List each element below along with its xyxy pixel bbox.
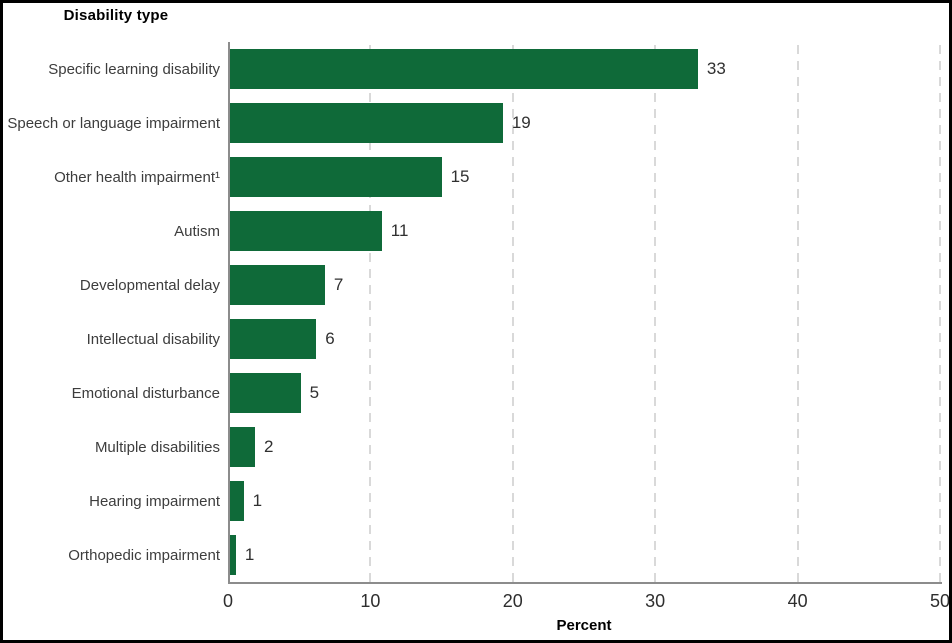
bar-row: 1 [228,528,940,582]
plot-area: 33 19 15 11 7 6 5 2 1 1 [228,42,941,582]
gridline-30 [654,42,657,582]
bar-value-label: 11 [390,221,409,240]
gridline-50 [939,42,941,582]
category-label: Other health impairment¹ [54,168,220,186]
bar-0 [228,49,698,89]
bar-value-label: 2 [264,437,274,456]
bar-8 [228,481,244,521]
x-tick-label-10: 10 [360,591,381,611]
bar-value-label: 5 [309,383,320,402]
category-label: Autism [174,222,220,240]
x-tick-label-50: 50 [929,591,951,611]
x-tick-label-40: 40 [787,591,808,611]
bar-value-label: 15 [450,167,470,186]
x-axis-title: Percent [556,617,612,634]
bar-value-label: 1 [244,545,255,564]
bar-4 [228,265,325,305]
category-label: Hearing impairment [89,492,220,510]
bar-6 [228,373,301,413]
bar-1 [228,103,503,143]
x-tick-label-0: 0 [222,591,233,611]
category-label: Multiple disabilities [94,438,220,456]
bar-row: 15 [228,150,940,204]
category-label: Intellectual disability [86,330,220,348]
gridline-10 [369,42,372,582]
bar-2 [228,157,442,197]
bar-row: 5 [228,366,940,420]
gridline-40 [796,42,799,582]
bar-9 [228,535,236,575]
bar-row: 11 [228,204,940,258]
bar-row: 1 [228,474,940,528]
x-axis-line [228,582,942,584]
category-label: Orthopedic impairment [68,546,220,564]
chart-title: Disability type [63,7,169,24]
bar-value-label: 6 [325,329,335,348]
bar-5 [228,319,317,359]
bar-7 [228,427,256,467]
bar-value-label: 7 [333,275,344,294]
bar-3 [228,211,382,251]
x-tick-label-30: 30 [645,591,666,611]
category-label: Specific learning disability [48,60,220,78]
category-label: Emotional disturbance [71,384,220,402]
bar-row: 19 [228,96,940,150]
y-axis-line [228,42,230,582]
bar-value-label: 33 [706,59,726,78]
gridline-20 [511,42,514,582]
bar-row: 33 [228,42,940,96]
category-label: Developmental delay [79,276,220,294]
bar-value-label: 1 [252,491,263,510]
category-label: Speech or language impairment [7,114,220,132]
bar-row: 6 [228,312,940,366]
bar-row: 2 [228,420,940,474]
x-tick-label-20: 20 [502,591,523,611]
bar-row: 7 [228,258,940,312]
bar-value-label: 19 [511,113,531,132]
